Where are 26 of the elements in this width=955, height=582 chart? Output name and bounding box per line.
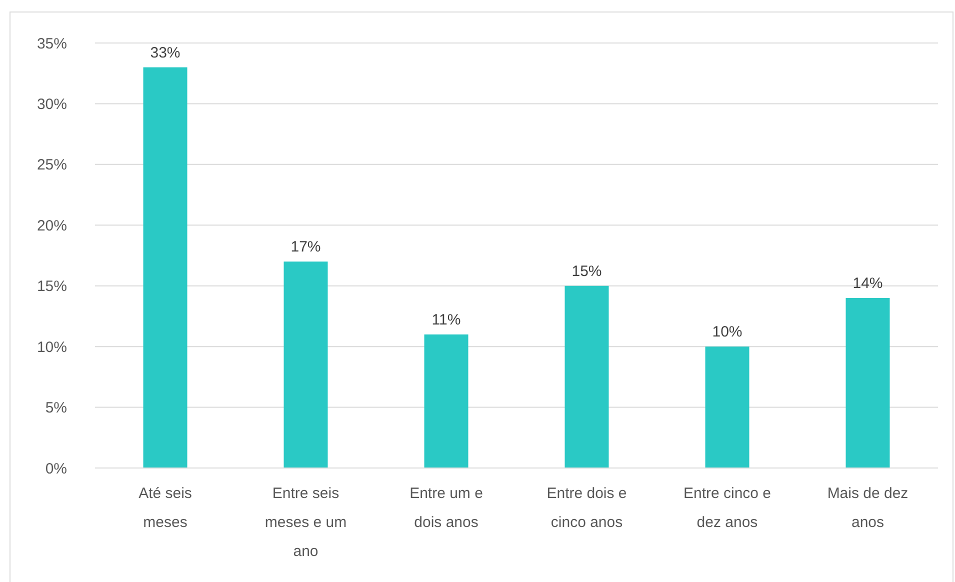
y-tick-label: 10% <box>36 338 67 356</box>
data-label: 14% <box>852 275 883 292</box>
data-label: 10% <box>712 324 742 341</box>
x-tick-label: Entre seis meses e um ano <box>264 485 347 560</box>
x-tick-label: Entre cinco e dez anos <box>683 485 772 531</box>
y-tick-label: 5% <box>45 400 67 417</box>
data-label: 33% <box>150 44 180 62</box>
x-tick-label: Até seis meses <box>138 485 192 531</box>
data-label: 17% <box>290 238 321 256</box>
bar <box>846 298 890 468</box>
x-tick-label: Entre dois e cinco anos <box>546 485 627 531</box>
data-label: 11% <box>432 311 461 328</box>
bar <box>564 286 609 468</box>
y-tick-label: 0% <box>45 460 67 478</box>
bar <box>284 262 328 468</box>
y-tick-label: 20% <box>36 217 67 234</box>
x-tick-label: Entre um e dois anos <box>410 485 483 531</box>
bar <box>705 346 750 468</box>
data-label: 15% <box>572 262 602 280</box>
x-tick-label: Mais de dez anos <box>827 485 908 531</box>
y-tick-label: 25% <box>36 156 67 174</box>
y-tick-label: 30% <box>36 96 67 113</box>
bar <box>143 67 188 468</box>
y-tick-label: 35% <box>36 35 67 52</box>
y-tick-label: 15% <box>36 278 67 296</box>
bar <box>424 334 468 468</box>
